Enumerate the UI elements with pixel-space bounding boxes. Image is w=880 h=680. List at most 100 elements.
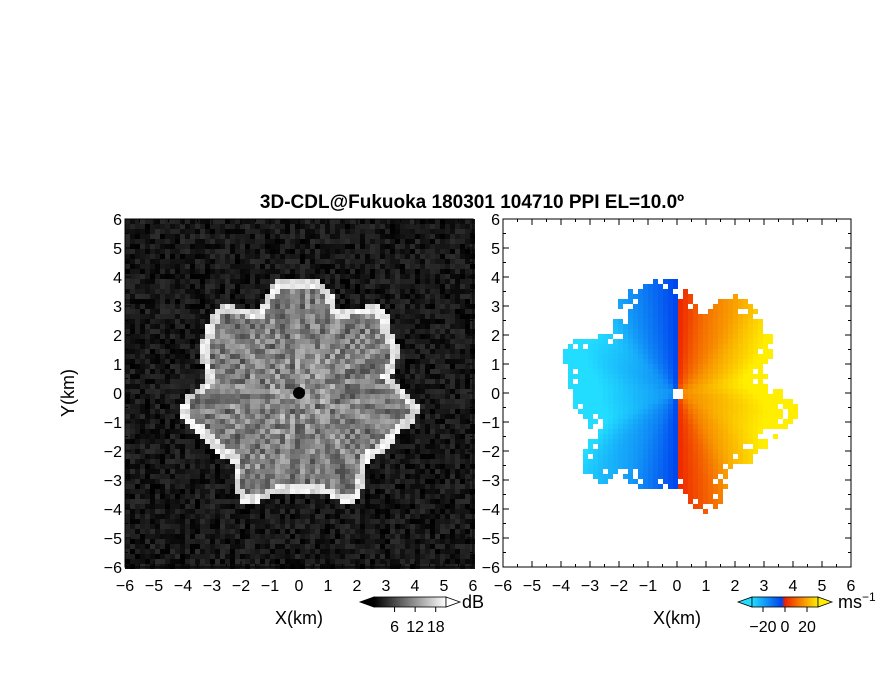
backscatter-cell [295, 549, 300, 554]
backscatter-cell [310, 554, 315, 559]
backscatter-cell [175, 244, 180, 249]
backscatter-cell [160, 414, 165, 419]
backscatter-cell [265, 309, 270, 314]
backscatter-cell [375, 549, 380, 554]
backscatter-cell [195, 289, 200, 294]
backscatter-cell [275, 544, 280, 549]
backscatter-cell [355, 229, 360, 234]
backscatter-cell [295, 309, 300, 314]
backscatter-cell [460, 474, 465, 479]
backscatter-cell [135, 229, 140, 234]
backscatter-cell [405, 254, 410, 259]
backscatter-cell [450, 359, 455, 364]
backscatter-cell [210, 509, 215, 514]
backscatter-cell [360, 444, 365, 449]
backscatter-cell [160, 294, 165, 299]
backscatter-cell [335, 344, 340, 349]
backscatter-cell [195, 424, 200, 429]
backscatter-cell [440, 494, 445, 499]
backscatter-cell [445, 304, 450, 309]
backscatter-cell [445, 454, 450, 459]
backscatter-cell [150, 529, 155, 534]
backscatter-cell [325, 229, 330, 234]
backscatter-cell [295, 509, 300, 514]
backscatter-cell [310, 559, 315, 564]
backscatter-cell [320, 269, 325, 274]
backscatter-cell [200, 474, 205, 479]
backscatter-cell [400, 409, 405, 414]
backscatter-cell [160, 419, 165, 424]
backscatter-cell [185, 394, 190, 399]
backscatter-cell [455, 299, 460, 304]
backscatter-cell [290, 454, 295, 459]
backscatter-cell [185, 369, 190, 374]
backscatter-cell [405, 404, 410, 409]
backscatter-cell [315, 294, 320, 299]
backscatter-cell [245, 454, 250, 459]
backscatter-cell [200, 289, 205, 294]
backscatter-cell [370, 469, 375, 474]
backscatter-cell [360, 304, 365, 309]
backscatter-cell [355, 224, 360, 229]
backscatter-cell [140, 404, 145, 409]
backscatter-cell [415, 454, 420, 459]
backscatter-cell [250, 514, 255, 519]
backscatter-cell [285, 389, 290, 394]
backscatter-cell [440, 434, 445, 439]
backscatter-cell [355, 549, 360, 554]
backscatter-cell [270, 399, 275, 404]
backscatter-cell [460, 389, 465, 394]
backscatter-cell [260, 539, 265, 544]
backscatter-cell [280, 479, 285, 484]
backscatter-cell [425, 244, 430, 249]
backscatter-cell [265, 279, 270, 284]
backscatter-cell [175, 309, 180, 314]
backscatter-cell [395, 234, 400, 239]
backscatter-cell [340, 319, 345, 324]
backscatter-cell [315, 489, 320, 494]
backscatter-cell [250, 534, 255, 539]
backscatter-cell [455, 554, 460, 559]
backscatter-cell [380, 329, 385, 334]
backscatter-cell [145, 264, 150, 269]
backscatter-cell [220, 249, 225, 254]
backscatter-cell [200, 544, 205, 549]
backscatter-cell [425, 284, 430, 289]
backscatter-cell [380, 534, 385, 539]
backscatter-cell [205, 244, 210, 249]
backscatter-cell [345, 544, 350, 549]
backscatter-cell [260, 299, 265, 304]
backscatter-cell [140, 344, 145, 349]
backscatter-cell [195, 559, 200, 564]
backscatter-cell [300, 549, 305, 554]
backscatter-cell [135, 444, 140, 449]
backscatter-cell [145, 234, 150, 239]
backscatter-cell [420, 319, 425, 324]
backscatter-cell [245, 304, 250, 309]
backscatter-cell [260, 474, 265, 479]
backscatter-cell [155, 354, 160, 359]
backscatter-cell [400, 514, 405, 519]
backscatter-cell [125, 429, 130, 434]
backscatter-cell [435, 479, 440, 484]
backscatter-cell [410, 529, 415, 534]
backscatter-cell [270, 549, 275, 554]
backscatter-cell [415, 429, 420, 434]
backscatter-cell [225, 559, 230, 564]
backscatter-cell [390, 374, 395, 379]
backscatter-cell [215, 254, 220, 259]
backscatter-cell [180, 279, 185, 284]
backscatter-cell [425, 429, 430, 434]
backscatter-cell [280, 484, 285, 489]
backscatter-cell [310, 304, 315, 309]
backscatter-cell [390, 309, 395, 314]
backscatter-cell [230, 419, 235, 424]
backscatter-cell [430, 559, 435, 564]
backscatter-cell [325, 549, 330, 554]
backscatter-cell [220, 334, 225, 339]
backscatter-cell [425, 559, 430, 564]
backscatter-cell [375, 309, 380, 314]
backscatter-cell [310, 444, 315, 449]
backscatter-cell [195, 439, 200, 444]
backscatter-cell [430, 244, 435, 249]
